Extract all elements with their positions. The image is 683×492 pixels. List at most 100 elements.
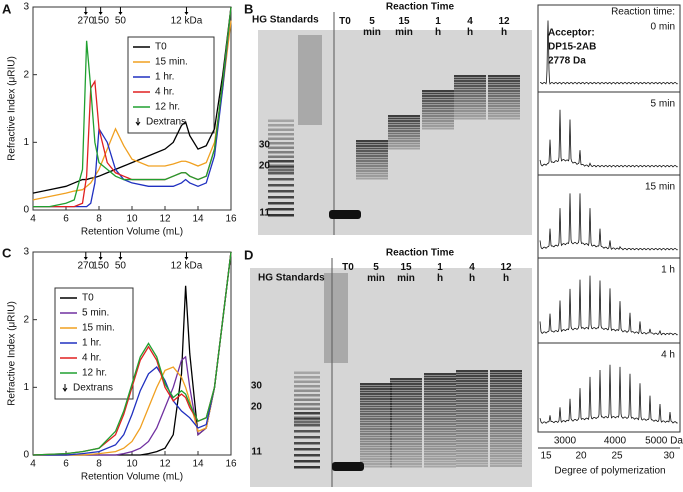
gel-smear: [488, 77, 520, 80]
marker-head: [118, 12, 123, 15]
gel-band: [294, 403, 320, 406]
gel-smear: [490, 405, 522, 407]
gel-smear: [424, 383, 456, 385]
marker-label: 12 kDa: [171, 261, 203, 272]
lane-label: 15 min: [397, 262, 415, 284]
gel-smear: [488, 100, 520, 102]
marker-head: [184, 257, 189, 260]
gel-smear: [456, 380, 488, 382]
x-tick-label: 4: [30, 459, 36, 470]
legend-label: 5 min.: [82, 308, 109, 319]
lane-label-line: min: [363, 27, 381, 38]
lane-label: T0: [339, 16, 351, 27]
gel-smear: [456, 395, 488, 397]
panel-letter: B: [244, 1, 253, 16]
gel-smear: [390, 453, 422, 455]
gel-smear: [454, 87, 486, 90]
gel-smear: [490, 465, 522, 467]
gel-band: [268, 164, 294, 167]
gel-smear: [490, 372, 522, 375]
marker-label: 12 kDa: [171, 16, 203, 27]
gel-band: [268, 151, 294, 154]
gel-band: [294, 466, 320, 469]
line-series: [33, 251, 232, 456]
y-axis-label: Refractive Index (μRIU): [7, 56, 18, 161]
gel-smear: [490, 400, 522, 402]
gel-band: [268, 208, 294, 211]
spectra-heading: Reaction time:: [611, 7, 675, 18]
gel-smear: [488, 97, 520, 100]
gel-smear: [360, 448, 392, 450]
gel-smear: [488, 115, 520, 117]
gel-smear: [456, 457, 488, 460]
gel-smear: [424, 408, 456, 410]
gel-smear: [454, 80, 486, 82]
spectrum-trace: [539, 193, 678, 251]
gel-smear: [424, 418, 456, 420]
lane-label-line: 15: [400, 262, 412, 273]
gel-smear: [456, 450, 488, 452]
legend-arrow: [135, 118, 141, 126]
gel-smear: [390, 405, 422, 408]
gel-smear: [360, 410, 392, 413]
gel-standards: HG Standards: [252, 15, 319, 26]
gel-smear: [356, 152, 388, 155]
gel-smear: [390, 413, 422, 415]
gel-smear: [454, 85, 486, 87]
gel-smear: [456, 375, 488, 377]
gel-smear: [490, 425, 522, 427]
gel-smear: [390, 408, 422, 410]
spectrum-trace: [539, 109, 678, 168]
gel-smear: [390, 380, 422, 383]
gel-smear: [488, 107, 520, 110]
gel-smear: [456, 400, 488, 402]
gel-smear: [488, 82, 520, 85]
gel-smear: [490, 407, 522, 410]
gel-smear: [456, 377, 488, 380]
legend-label: 15 min.: [82, 323, 115, 334]
gel-smear: [456, 387, 488, 390]
gel-smear: [456, 410, 488, 412]
x-tick-label: 16: [225, 214, 237, 225]
gel-band: [268, 190, 294, 193]
gel-smear: [422, 90, 454, 92]
x-tick-label: 14: [192, 214, 204, 225]
gel-smear: [388, 122, 420, 125]
gel-smear: [422, 92, 454, 95]
mass-tick-label: 5000 Da: [645, 436, 683, 447]
gel-smear: [490, 387, 522, 390]
gel-smear: [456, 440, 488, 442]
spectrum-trace: [539, 275, 678, 336]
gel-smear: [360, 445, 392, 448]
marker-head: [98, 257, 103, 260]
gel-smear: [456, 372, 488, 375]
gel-smear: [424, 395, 456, 398]
gel-smear: [356, 157, 388, 160]
gel-smear: [424, 465, 456, 468]
gel-smear: [390, 428, 422, 430]
gel-band: [268, 214, 294, 217]
lane-label-line: 5: [373, 262, 379, 273]
gel-smear: [490, 420, 522, 422]
time-label: 1 h: [661, 265, 675, 276]
marker-head: [83, 12, 88, 15]
marker-head: [83, 257, 88, 260]
gel-smear: [422, 117, 454, 120]
gel-band: [268, 202, 294, 205]
gel-smear: [456, 460, 488, 462]
gel-smear: [422, 105, 454, 107]
x-tick-label: 6: [63, 459, 69, 470]
gel-smear: [456, 370, 488, 372]
gel-smear: [356, 170, 388, 172]
gel-smear: [360, 395, 392, 398]
marker-label: 50: [115, 261, 127, 272]
line-series: [32, 251, 232, 456]
gel-smear: [360, 458, 392, 460]
gel-smear: [454, 92, 486, 95]
gel-smear: [456, 382, 488, 385]
x-tick-label: 4: [30, 214, 36, 225]
gel-smear: [456, 435, 488, 437]
gel-band: [268, 146, 294, 149]
